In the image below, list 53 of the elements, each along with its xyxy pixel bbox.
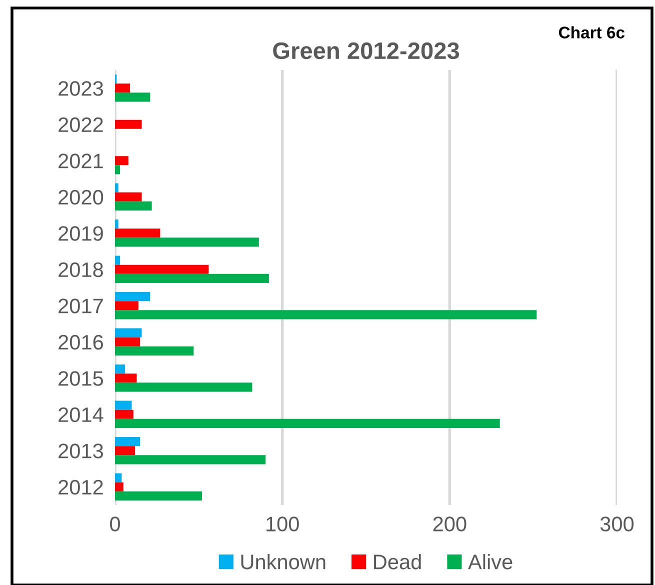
bar <box>115 264 209 274</box>
bar <box>115 337 140 346</box>
x-tick-label: 200 <box>433 516 466 532</box>
bar <box>115 410 134 419</box>
y-tick-label: 2020 <box>58 190 104 205</box>
bar <box>115 310 537 320</box>
bar <box>115 183 118 192</box>
bar <box>115 301 138 310</box>
caption: Chart 6c <box>558 26 625 38</box>
bar <box>115 120 142 129</box>
bar <box>115 228 160 238</box>
y-tick-label: 2013 <box>58 444 103 458</box>
bar <box>115 292 150 302</box>
bar <box>115 346 194 356</box>
y-tick-label: 2022 <box>58 117 103 132</box>
y-tick-label: 2018 <box>58 262 103 278</box>
bar <box>115 238 259 247</box>
y-tick-label: 2016 <box>58 334 103 350</box>
bar <box>115 473 122 482</box>
legend-label: Unknown <box>241 554 326 570</box>
bar <box>115 374 137 383</box>
y-tick-label: 2014 <box>58 407 104 422</box>
x-tick-label: 100 <box>266 516 299 532</box>
y-tick-label: 2015 <box>58 371 104 386</box>
bar <box>115 220 118 229</box>
bar <box>115 84 130 93</box>
bar <box>115 364 126 374</box>
bar <box>115 92 150 102</box>
x-tick-label: 300 <box>600 516 634 532</box>
bar <box>115 382 252 392</box>
bar <box>115 256 120 265</box>
bar <box>115 455 266 464</box>
bar <box>115 482 124 492</box>
x-tick-label: 0 <box>110 516 120 532</box>
bar <box>115 192 142 202</box>
y-tick-label: 2021 <box>58 154 103 168</box>
bar <box>115 437 140 446</box>
bar <box>115 274 269 283</box>
legend-label: Dead <box>374 554 421 570</box>
bar <box>115 491 202 500</box>
bar <box>115 156 128 166</box>
y-tick-label: 2019 <box>58 226 103 241</box>
bar <box>115 328 142 338</box>
bar <box>115 418 500 428</box>
bar <box>115 446 136 456</box>
y-tick-label: 2012 <box>58 480 103 495</box>
bar <box>115 165 120 174</box>
legend-label: Alive <box>468 554 512 570</box>
bar <box>115 400 132 410</box>
y-tick-label: 2017 <box>58 298 103 314</box>
bar <box>115 201 152 210</box>
y-tick-label: 2023 <box>58 81 103 96</box>
chart-title: Green 2012-2023 <box>273 42 460 60</box>
